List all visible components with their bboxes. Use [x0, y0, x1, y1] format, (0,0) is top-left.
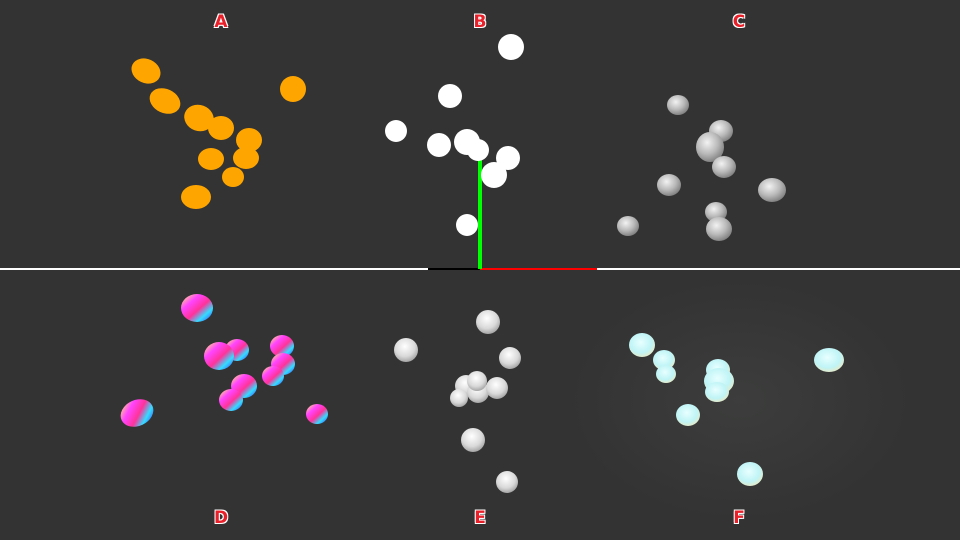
sphere: [306, 404, 328, 424]
panel-label-f: F: [733, 508, 745, 528]
sphere: [262, 366, 284, 386]
panel-label-b: B: [473, 12, 487, 32]
sphere: [450, 389, 468, 407]
sphere: [208, 116, 234, 140]
sphere: [696, 132, 724, 162]
sphere: [653, 350, 675, 370]
sphere: [706, 217, 732, 241]
sphere: [705, 202, 727, 222]
sphere: [149, 88, 181, 114]
sphere: [270, 335, 294, 357]
sphere: [712, 156, 736, 178]
sphere: [705, 382, 729, 402]
sphere: [496, 146, 520, 170]
panel-label-a: A: [214, 12, 228, 32]
panel-d-spheres: [120, 294, 328, 427]
panel-e-spheres: [394, 310, 521, 493]
sphere: [131, 58, 161, 84]
sphere: [617, 216, 639, 236]
sphere: [233, 147, 259, 169]
sphere: [667, 95, 689, 115]
panel-label-d: D: [213, 508, 229, 528]
sphere: [498, 34, 524, 60]
sphere: [629, 333, 655, 357]
sphere: [181, 185, 211, 209]
sphere: [456, 214, 478, 236]
sphere: [394, 338, 418, 362]
panel-label-e: E: [474, 508, 486, 528]
sphere: [481, 162, 507, 188]
sphere: [181, 294, 213, 322]
sphere: [204, 342, 234, 370]
sphere: [236, 128, 262, 152]
sphere: [385, 120, 407, 142]
sphere: [222, 167, 244, 187]
sphere: [657, 174, 681, 196]
sphere: [499, 347, 521, 369]
panel-a-spheres: [131, 58, 306, 209]
sphere: [676, 404, 700, 426]
sphere: [120, 399, 154, 427]
sphere: [438, 84, 462, 108]
sphere: [476, 310, 500, 334]
sphere: [427, 133, 451, 157]
panel-c-spheres: [617, 95, 786, 241]
panel-f-spheres: [629, 333, 844, 486]
sphere: [467, 139, 489, 161]
sphere: [280, 76, 306, 102]
sphere: [737, 462, 763, 486]
panel-label-c: C: [732, 12, 746, 32]
panel-f-glow: [570, 280, 910, 520]
sphere: [184, 104, 214, 132]
sphere: [656, 365, 676, 383]
sphere: [758, 178, 786, 202]
sphere: [814, 348, 844, 372]
sphere: [467, 371, 487, 391]
sphere: [219, 389, 243, 411]
sphere: [486, 377, 508, 399]
sphere: [198, 148, 224, 170]
panel-b-spheres: [385, 34, 524, 236]
sphere: [461, 428, 485, 452]
sphere: [496, 471, 518, 493]
